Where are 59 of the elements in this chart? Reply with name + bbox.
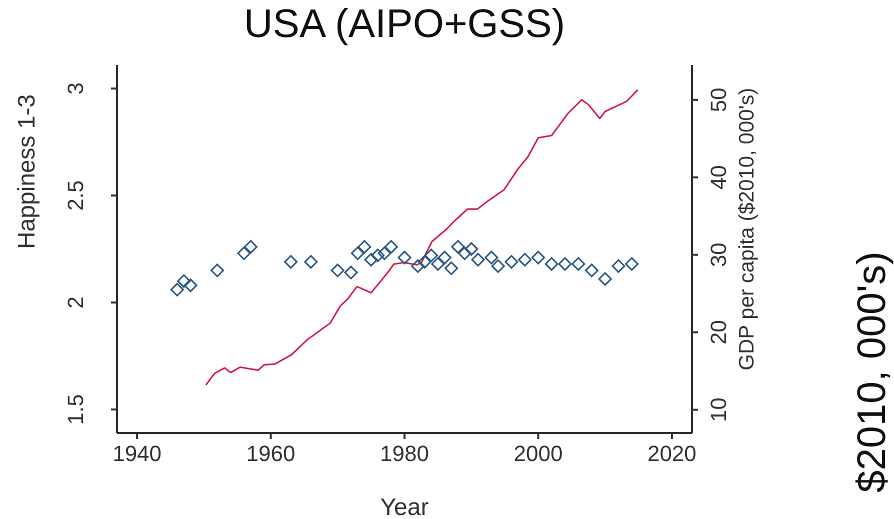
point: [504, 255, 518, 269]
point: [184, 278, 198, 292]
point: [471, 252, 485, 266]
y2-axis-title: GDP per capita ($2010, 000's): [736, 88, 758, 370]
line-series: [205, 88, 639, 386]
point: [598, 272, 612, 286]
point: [364, 252, 378, 266]
point: [244, 240, 258, 254]
y-axis-title: Happiness 1-3: [14, 94, 41, 249]
y-tick-label: 2: [63, 296, 88, 309]
point: [344, 266, 358, 280]
point: [612, 259, 626, 273]
y-tick-label: 2.5: [63, 180, 88, 211]
y2-tick-label: 10: [706, 398, 731, 422]
x-tick-label: 2000: [514, 441, 563, 466]
y2-tick-label: 30: [706, 242, 731, 268]
point: [558, 257, 572, 271]
point: [451, 240, 465, 254]
point: [210, 264, 224, 278]
chart-title: USA (AIPO+GSS): [242, 2, 566, 47]
x-tick-label: 1980: [380, 441, 429, 466]
y-tick-label: 1.5: [63, 394, 88, 425]
point: [458, 246, 472, 260]
x-tick-label: 2020: [647, 441, 696, 466]
point: [484, 250, 498, 264]
point: [170, 282, 184, 296]
point: [431, 257, 445, 271]
x-tick-label: 1940: [112, 441, 162, 466]
point: [531, 250, 546, 264]
point: [584, 264, 599, 278]
y-tick-label: 3: [63, 82, 88, 95]
point: [438, 250, 452, 264]
point: [370, 248, 385, 262]
point: [398, 250, 412, 264]
point: [384, 240, 398, 254]
point: [491, 259, 505, 273]
point: [518, 252, 532, 266]
point: [411, 259, 425, 273]
x-axis-title: Year: [380, 494, 429, 519]
point: [350, 246, 364, 260]
point: [177, 274, 191, 288]
text: $2010, 000's): [850, 251, 894, 493]
point: [572, 257, 586, 271]
point: [424, 248, 438, 262]
y2-tick-label: 40: [706, 165, 731, 190]
x-tick-label: 1960: [246, 441, 296, 466]
point: [418, 255, 432, 269]
point: [625, 257, 639, 271]
point: [304, 255, 318, 269]
point: [544, 257, 558, 271]
point: [284, 255, 298, 269]
y2-tick-label: 20: [706, 320, 731, 345]
point: [464, 242, 478, 256]
point: [237, 246, 251, 260]
point: [444, 261, 458, 276]
point: [378, 246, 392, 260]
point: [358, 240, 372, 254]
point: [330, 264, 344, 278]
y2-tick-label: 50: [706, 88, 731, 112]
